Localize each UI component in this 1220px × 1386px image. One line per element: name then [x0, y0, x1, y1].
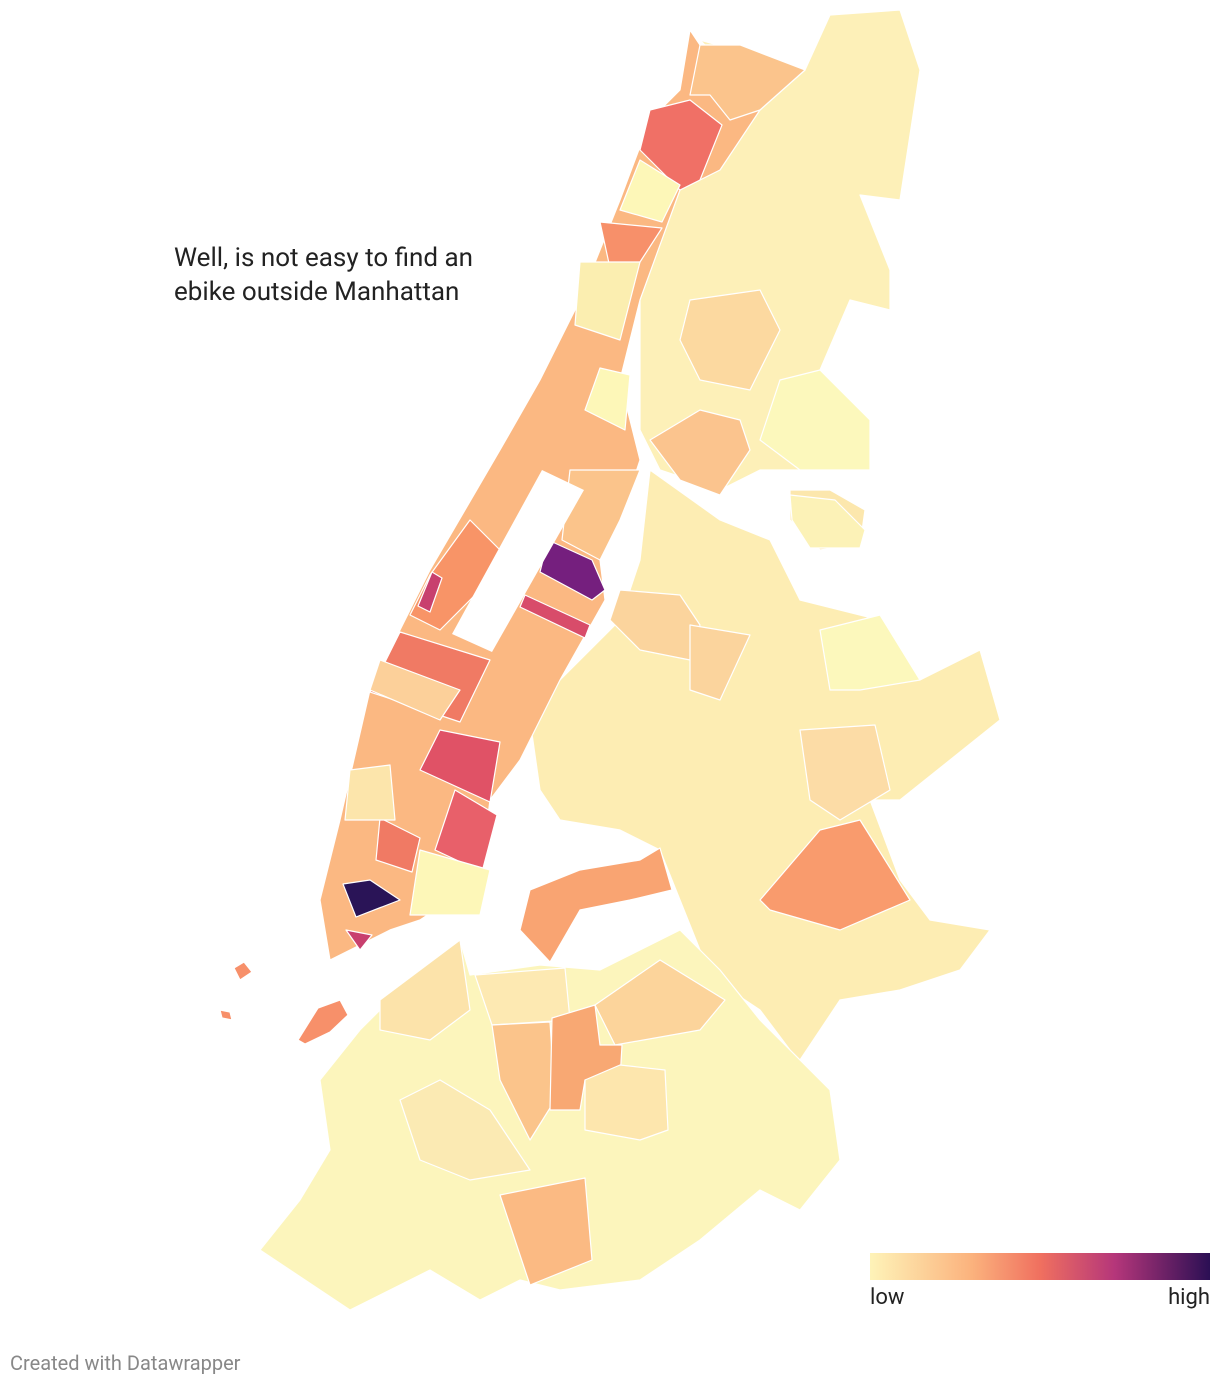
brooklyn-district	[594, 959, 726, 1046]
bronx-district	[759, 369, 871, 471]
manhattan-district	[417, 571, 443, 613]
manhattan-district	[369, 659, 461, 721]
manhattan-district	[419, 729, 501, 803]
manhattan-district	[639, 99, 723, 191]
manhattan-district	[574, 261, 641, 341]
liberty-island	[233, 961, 253, 981]
brooklyn-district	[499, 1177, 593, 1286]
manhattan-district	[619, 159, 681, 223]
manhattan-district	[375, 817, 421, 873]
queens-district	[689, 624, 751, 701]
manhattan-district	[561, 469, 641, 561]
legend-low: low	[870, 1285, 905, 1310]
queens-district	[519, 847, 673, 963]
manhattan-district	[345, 929, 373, 951]
queens-district	[819, 614, 921, 691]
manhattan-district	[409, 849, 491, 916]
roosevelt-island	[789, 494, 866, 549]
legend-high: high	[1168, 1285, 1210, 1310]
manhattan-district	[344, 764, 396, 821]
brooklyn-district	[399, 1079, 531, 1181]
manhattan-district	[519, 594, 591, 639]
annotation-line: ebike outside Manhattan	[174, 277, 459, 307]
regions	[219, 9, 1001, 1311]
manhattan-district	[689, 44, 806, 121]
manhattan-district	[342, 879, 401, 918]
queens-district	[759, 819, 911, 931]
central-park	[452, 470, 584, 652]
bronx-district	[679, 289, 781, 391]
governors-island	[297, 999, 349, 1045]
queens-district	[799, 724, 891, 821]
brooklyn-district	[379, 939, 471, 1041]
manhattan-district	[539, 539, 606, 601]
brooklyn-district	[491, 1021, 556, 1141]
brooklyn-district	[584, 1064, 669, 1141]
manhattan-district	[584, 367, 631, 431]
footer: Created with Datawrapper	[10, 1351, 241, 1375]
ellis-island	[219, 1009, 233, 1021]
annotation-line: Well, is not easy to find an	[174, 243, 473, 273]
legend-gradient	[870, 1253, 1210, 1280]
bronx-district	[649, 409, 751, 496]
